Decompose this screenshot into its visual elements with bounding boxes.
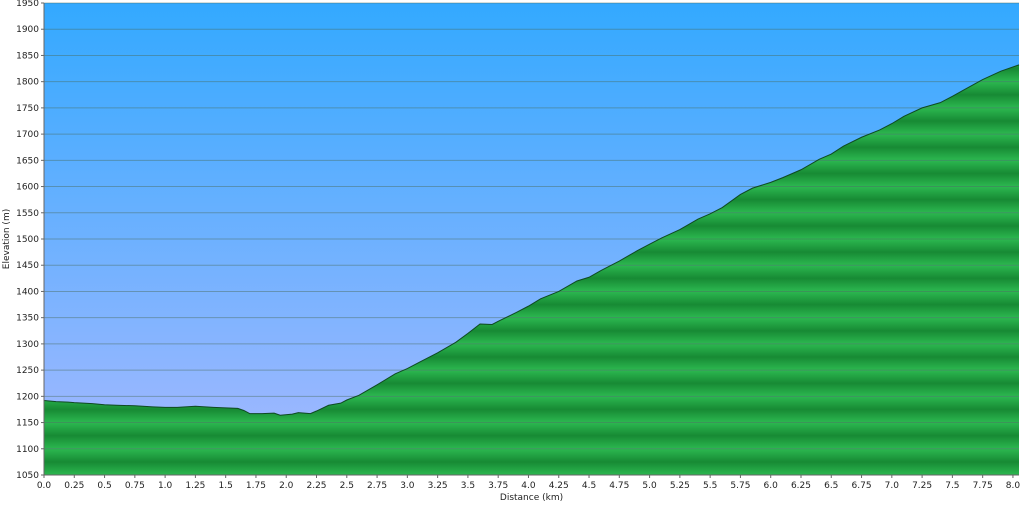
x-tick-label: 4.5 bbox=[582, 481, 596, 491]
x-tick-label: 1.0 bbox=[158, 481, 173, 491]
y-tick-label: 1200 bbox=[16, 392, 39, 402]
x-tick-label: 7.5 bbox=[945, 481, 959, 491]
y-tick-label: 1600 bbox=[16, 183, 39, 193]
x-tick-label: 3.75 bbox=[488, 481, 508, 491]
y-tick-label: 1250 bbox=[16, 366, 39, 376]
y-axis: 1050 1100 1150 1200 1250 1300 1350 1400 1450 1500… bbox=[16, 0, 45, 481]
x-tick-label: 6.5 bbox=[824, 481, 838, 491]
y-tick-label: 1550 bbox=[16, 209, 39, 219]
y-tick-label: 1350 bbox=[16, 314, 39, 324]
x-tick-label: 5.5 bbox=[703, 481, 717, 491]
x-tick-label: 3.0 bbox=[400, 481, 415, 491]
x-tick-label: 0.0 bbox=[37, 481, 52, 491]
y-tick-label: 1400 bbox=[16, 287, 39, 297]
x-tick-label: 4.75 bbox=[609, 481, 629, 491]
x-tick-label: 2.75 bbox=[367, 481, 387, 491]
x-tick-label: 8.0 bbox=[1006, 481, 1021, 491]
y-axis-title: Elevation (m) bbox=[2, 209, 12, 269]
x-tick-label: 2.0 bbox=[279, 481, 294, 491]
x-tick-label: 7.0 bbox=[885, 481, 900, 491]
y-tick-label: 1450 bbox=[16, 261, 39, 271]
x-tick-label: 3.25 bbox=[428, 481, 448, 491]
y-tick-label: 1700 bbox=[16, 130, 39, 140]
terrain-band bbox=[44, 422, 1019, 449]
y-tick-label: 1150 bbox=[16, 419, 39, 429]
y-tick-label: 1750 bbox=[16, 104, 39, 114]
x-tick-label: 0.5 bbox=[97, 481, 111, 491]
x-tick-label: 7.25 bbox=[912, 481, 932, 491]
x-tick-label: 1.5 bbox=[219, 481, 233, 491]
y-tick-label: 1100 bbox=[16, 445, 39, 455]
x-tick-label: 7.75 bbox=[973, 481, 993, 491]
x-tick-label: 0.25 bbox=[64, 481, 84, 491]
x-tick-label: 4.0 bbox=[521, 481, 536, 491]
y-tick-label: 1300 bbox=[16, 340, 39, 350]
y-tick-label: 1650 bbox=[16, 156, 39, 166]
x-tick-label: 5.0 bbox=[642, 481, 657, 491]
y-tick-label: 1900 bbox=[16, 25, 39, 35]
x-tick-label: 0.75 bbox=[125, 481, 145, 491]
terrain-band bbox=[44, 448, 1019, 475]
y-tick-label: 1050 bbox=[16, 471, 39, 481]
y-tick-label: 1800 bbox=[16, 78, 39, 88]
x-axis-title: Distance (km) bbox=[500, 493, 563, 503]
x-tick-label: 5.75 bbox=[730, 481, 750, 491]
x-tick-label: 2.5 bbox=[340, 481, 354, 491]
y-tick-label: 1950 bbox=[16, 0, 39, 9]
x-tick-label: 1.25 bbox=[185, 481, 205, 491]
x-tick-label: 2.25 bbox=[306, 481, 326, 491]
x-tick-label: 4.25 bbox=[549, 481, 569, 491]
x-tick-label: 3.5 bbox=[461, 481, 475, 491]
y-tick-label: 1850 bbox=[16, 51, 39, 61]
x-axis: 0.0 0.25 0.5 0.75 1.0 1.25 1.5 1.75 2.0 2.25 2.5 2.… bbox=[37, 474, 1021, 491]
elevation-line bbox=[43, 64, 1020, 416]
x-tick-label: 6.25 bbox=[791, 481, 811, 491]
x-tick-label: 5.25 bbox=[670, 481, 690, 491]
x-tick-label: 1.75 bbox=[246, 481, 266, 491]
y-tick-label: 1500 bbox=[16, 235, 39, 245]
x-tick-label: 6.0 bbox=[764, 481, 779, 491]
x-tick-label: 6.75 bbox=[852, 481, 872, 491]
